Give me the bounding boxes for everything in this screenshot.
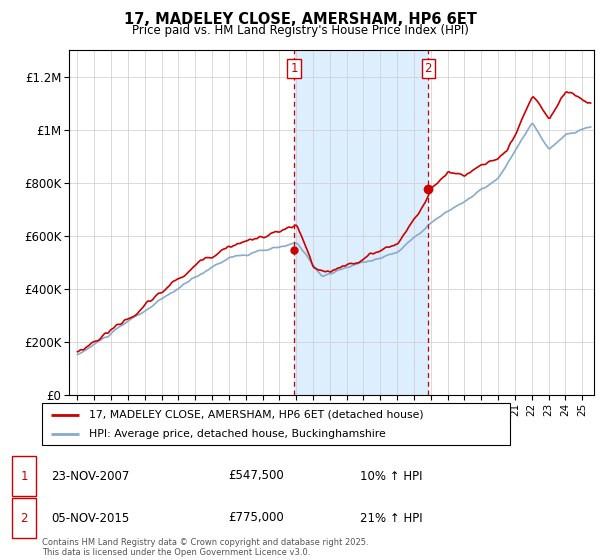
Text: 17, MADELEY CLOSE, AMERSHAM, HP6 6ET (detached house): 17, MADELEY CLOSE, AMERSHAM, HP6 6ET (de… <box>89 409 424 419</box>
Text: 21% ↑ HPI: 21% ↑ HPI <box>360 511 422 525</box>
Text: £775,000: £775,000 <box>228 511 284 525</box>
Text: HPI: Average price, detached house, Buckinghamshire: HPI: Average price, detached house, Buck… <box>89 429 386 439</box>
Text: Price paid vs. HM Land Registry's House Price Index (HPI): Price paid vs. HM Land Registry's House … <box>131 24 469 36</box>
Text: 2: 2 <box>20 511 28 525</box>
Text: 1: 1 <box>290 62 298 76</box>
Text: Contains HM Land Registry data © Crown copyright and database right 2025.
This d: Contains HM Land Registry data © Crown c… <box>42 538 368 557</box>
Text: 1: 1 <box>20 469 28 483</box>
Text: 23-NOV-2007: 23-NOV-2007 <box>51 469 130 483</box>
Text: £547,500: £547,500 <box>228 469 284 483</box>
Bar <box>294 50 428 395</box>
Text: 10% ↑ HPI: 10% ↑ HPI <box>360 469 422 483</box>
Text: 2: 2 <box>425 62 432 76</box>
Text: 05-NOV-2015: 05-NOV-2015 <box>51 511 129 525</box>
Text: 17, MADELEY CLOSE, AMERSHAM, HP6 6ET: 17, MADELEY CLOSE, AMERSHAM, HP6 6ET <box>124 12 476 27</box>
